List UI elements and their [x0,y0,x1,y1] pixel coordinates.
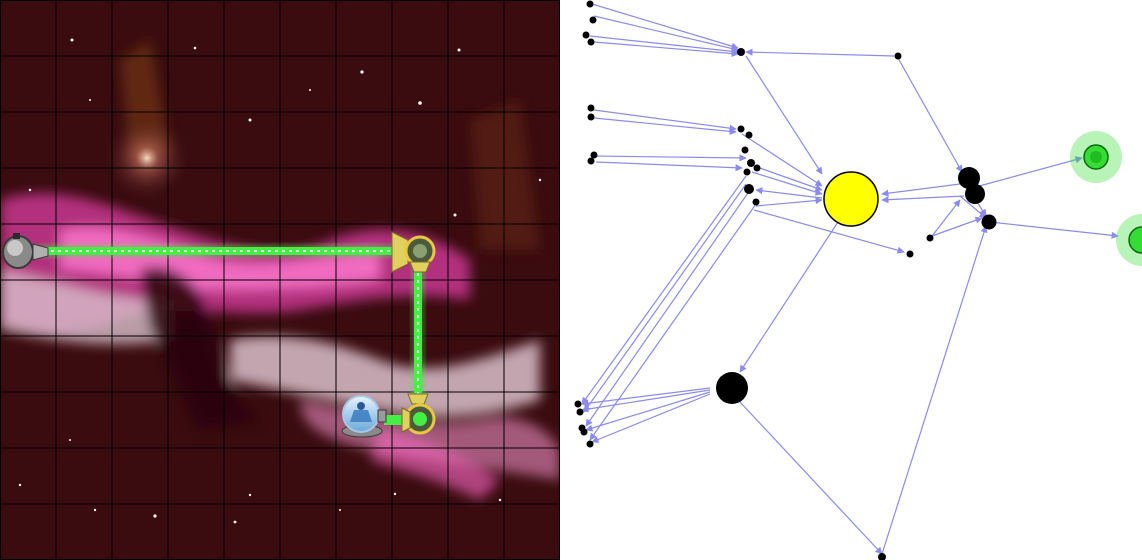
graph-node [906,250,914,258]
graph-node [582,31,590,39]
graph-node [590,151,598,159]
graph-node [878,553,886,560]
graph-node [587,38,595,46]
graph-panel [560,0,1142,560]
graph-node [752,198,760,206]
graph-node [580,428,588,436]
stars [18,38,542,524]
bright-star-glow [102,113,192,203]
graph-node [745,131,753,139]
mirror-bottom-right[interactable] [401,393,436,435]
graph-node [587,157,595,165]
laser-beam [40,244,425,425]
mirror-top-right[interactable] [391,231,436,273]
graph-node [747,159,755,167]
state-graph [574,0,1142,560]
alien-target-pod[interactable] [341,395,387,438]
goal-node [1070,131,1122,183]
board-grid [0,0,560,560]
graph-node [743,168,751,176]
graph-node [744,184,754,194]
graph-node [741,146,749,154]
graph-node [716,372,748,404]
graph-node [587,104,595,112]
graph-node [586,0,594,8]
graph-node [737,125,745,133]
graph-node [589,16,597,24]
graph-node [576,408,584,416]
graph-node [737,48,745,56]
graph-nodes [574,0,997,560]
graph-node [894,52,902,60]
graph-node [981,214,997,230]
graph-node [965,184,985,204]
game-board [0,0,560,560]
graph-node [753,164,761,172]
graph-node [574,400,582,408]
focus-node [823,171,879,227]
graph-node [926,234,934,242]
graph-node [586,440,594,448]
graph-edges [581,3,1119,555]
graph-node [587,113,595,121]
graph-node [958,167,980,189]
goal-node-secondary [1116,214,1142,266]
laser-emitter[interactable] [2,233,49,269]
game-board-panel [0,0,560,560]
